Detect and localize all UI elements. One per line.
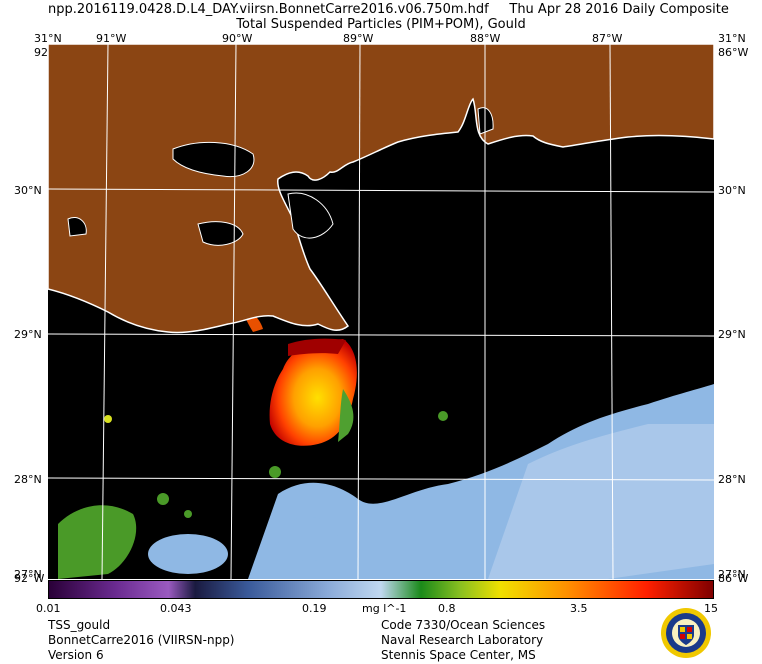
colorbar-gradient: [49, 581, 713, 598]
product-title: Total Suspended Particles (PIM+POM), Gou…: [236, 17, 526, 32]
colorbar-tick-4: 3.5: [570, 602, 588, 615]
colorbar: [48, 580, 714, 599]
colorbar-tick-0: 0.01: [36, 602, 61, 615]
footer-location: Stennis Space Center, MS: [381, 648, 536, 662]
lat-label-28-left: 28°N: [14, 473, 42, 486]
corner-lat-bottom-right: 27°N: [718, 568, 746, 581]
lon-label-87: 87°W: [592, 32, 623, 45]
shelf-green-patches: [58, 411, 448, 579]
lon-label-90: 90°W: [222, 32, 253, 45]
mississippi-plume: [243, 309, 357, 446]
file-title: npp.2016119.0428.D.L4_DAY.viirsn.BonnetC…: [48, 2, 729, 17]
corner-lat-top-left: 31°N: [34, 32, 62, 45]
nrl-seal-logo: [661, 608, 711, 658]
corner-lon-bottom-left: 92°W: [14, 572, 45, 585]
colorbar-tick-3: 0.8: [438, 602, 456, 615]
colorbar-tick-5: 15: [704, 602, 718, 615]
inland-lakes: [67, 107, 494, 246]
lon-label-89: 89°W: [343, 32, 374, 45]
lat-label-30-right: 30°N: [718, 184, 746, 197]
colorbar-tick-1: 0.043: [160, 602, 192, 615]
colorbar-tick-2: 0.19: [302, 602, 327, 615]
clear-water-region: [148, 384, 714, 579]
footer-lab: Naval Research Laboratory: [381, 633, 544, 647]
lon-label-91: 91°W: [96, 32, 127, 45]
corner-lat-bottom-left: 27°N: [14, 568, 42, 581]
graticule: [48, 44, 714, 579]
land: [48, 44, 714, 334]
lat-label-28-right: 28°N: [718, 473, 746, 486]
footer-version: Version 6: [48, 648, 104, 662]
corner-lat-top-right: 31°N: [718, 32, 746, 45]
lat-label-30-left: 30°N: [14, 184, 42, 197]
corner-lon-bottom-right: 86°W: [718, 572, 749, 585]
lat-label-29-right: 29°N: [718, 328, 746, 341]
satellite-map: [48, 44, 714, 579]
footer-product: TSS_gould: [48, 618, 111, 632]
lat-label-29-left: 29°N: [14, 328, 42, 341]
footer-dataset: BonnetCarre2016 (VIIRSN-npp): [48, 633, 235, 647]
colorbar-units: mg l^-1: [362, 602, 407, 615]
lon-label-88: 88°W: [470, 32, 501, 45]
corner-lon-top-right: 86°W: [718, 46, 749, 59]
footer-code: Code 7330/Ocean Sciences: [381, 618, 546, 632]
